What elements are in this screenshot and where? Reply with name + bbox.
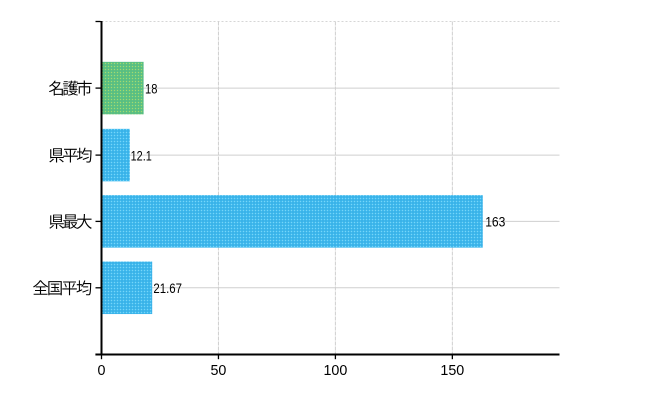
svg-text:163: 163 <box>485 215 505 230</box>
svg-text:18: 18 <box>145 81 158 96</box>
svg-text:150: 150 <box>440 363 464 379</box>
svg-text:50: 50 <box>210 363 226 379</box>
svg-text:21.67: 21.67 <box>153 281 182 296</box>
svg-text:0: 0 <box>98 363 106 379</box>
svg-text:100: 100 <box>323 363 347 379</box>
svg-text:12.1: 12.1 <box>131 148 152 163</box>
